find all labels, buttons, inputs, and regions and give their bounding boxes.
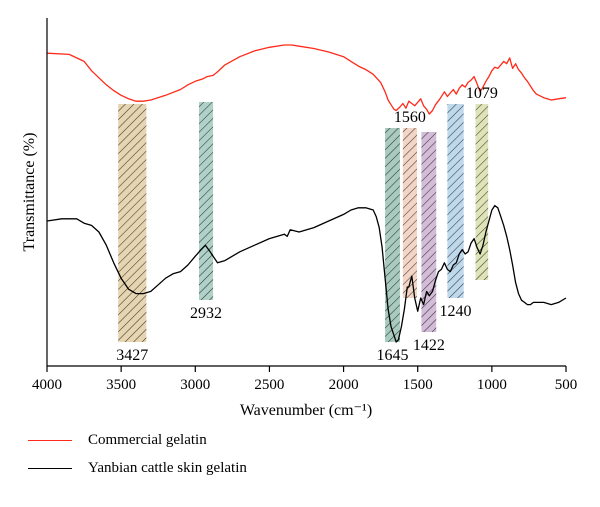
x-tick-label-1000: 1000	[477, 377, 507, 393]
legend-swatch-commercial	[28, 439, 72, 441]
x-tick-label-2500: 2500	[254, 377, 284, 393]
band-1560	[402, 128, 417, 298]
band-1645	[385, 128, 400, 342]
band-label-1240: 1240	[440, 303, 472, 320]
x-tick-label-3000: 3000	[180, 377, 210, 393]
band-label-1079: 1079	[466, 85, 498, 102]
band-2932	[198, 102, 214, 300]
y-axis-label: Transmittance (%)	[21, 133, 38, 252]
band-3427	[118, 104, 147, 342]
x-tick-label-3500: 3500	[106, 377, 136, 393]
band-label-1422: 1422	[413, 337, 445, 354]
legend-item-commercial: Commercial gelatin	[28, 430, 247, 450]
band-1422	[421, 132, 437, 332]
legend-item-yanbian: Yanbian cattle skin gelatin	[28, 458, 247, 478]
x-axis-label: Wavenumber (cm⁻¹)	[240, 402, 372, 419]
series-line-0	[46, 44, 567, 115]
band-label-3427: 3427	[116, 347, 148, 364]
band-label-1560: 1560	[394, 109, 426, 126]
legend-swatch-yanbian	[28, 467, 72, 469]
band-1240	[447, 104, 464, 298]
legend-label-yanbian: Yanbian cattle skin gelatin	[88, 459, 247, 476]
ftir-chart-svg: 3427 2932 1645 1560 1422 1240 1079 4000 3500 300…	[21, 18, 578, 419]
band-label-1645: 1645	[377, 347, 409, 364]
series-line-1	[46, 204, 567, 343]
x-tick-label-2000: 2000	[329, 377, 359, 393]
x-tick-label-1500: 1500	[403, 377, 433, 393]
x-tick-label-500: 500	[555, 377, 578, 393]
band-label-2932: 2932	[190, 305, 222, 322]
legend: Commercial gelatin Yanbian cattle skin g…	[28, 430, 247, 486]
x-tick-label-4000: 4000	[32, 377, 62, 393]
band-1079	[475, 104, 489, 280]
legend-label-commercial: Commercial gelatin	[88, 431, 207, 448]
